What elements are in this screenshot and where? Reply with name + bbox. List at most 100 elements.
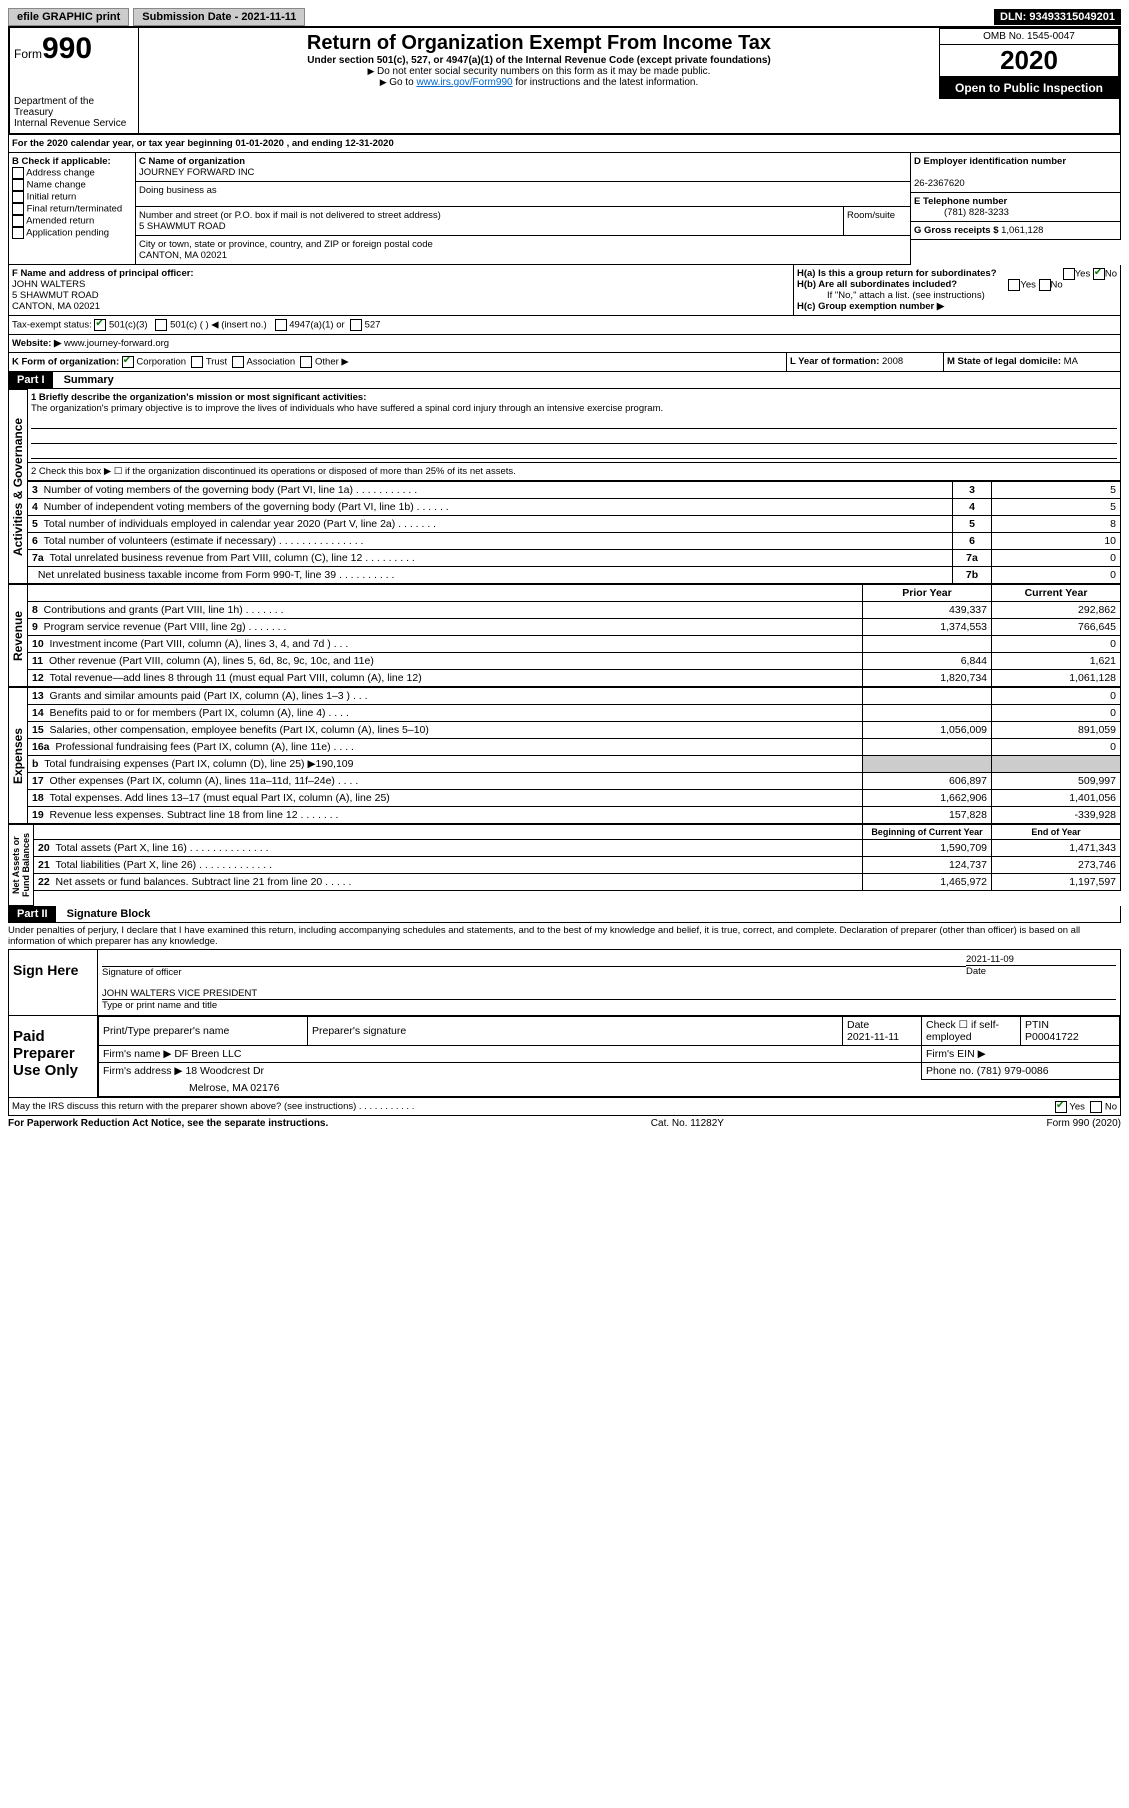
table-row: 15 Salaries, other compensation, employe… [28,722,1121,739]
officer-name: JOHN WALTERS [12,279,85,290]
efile-print-button[interactable]: efile GRAPHIC print [8,8,129,26]
line-k-label: K Form of organization: [12,357,119,368]
officer-printed-name: JOHN WALTERS VICE PRESIDENT [102,988,1116,999]
hc-label: H(c) Group exemption number ▶ [797,301,1117,312]
line-m-label: M State of legal domicile: [947,356,1064,367]
box-g-label: G Gross receipts $ [914,225,1001,236]
table-row: 16a Professional fundraising fees (Part … [28,739,1121,756]
table-row: 19 Revenue less expenses. Subtract line … [28,807,1121,824]
firm-name: DF Breen LLC [174,1048,241,1060]
sign-here-section: Sign Here Signature of officer 2021-11-0… [8,949,1121,1016]
prep-name-label: Print/Type preparer's name [99,1017,308,1046]
table-row: 20 Total assets (Part X, line 16) . . . … [34,840,1121,857]
summary-body: Activities & Governance 1 Briefly descri… [8,389,1121,584]
revenue-table: Prior YearCurrent Year 8 Contributions a… [28,584,1121,687]
ha-yes-checkbox[interactable] [1063,268,1075,280]
4947-checkbox[interactable] [275,319,287,331]
dept-treasury: Department of the Treasury Internal Reve… [14,96,134,129]
prep-date-value: 2021-11-11 [847,1031,899,1043]
addr-label: Number and street (or P.O. box if mail i… [139,210,441,221]
part1-header: Part I [9,372,53,388]
hb-no-checkbox[interactable] [1039,279,1051,291]
other-checkbox[interactable] [300,356,312,368]
form-word: Form [14,47,42,61]
table-row: 11 Other revenue (Part VIII, column (A),… [28,653,1121,670]
net-section: Net Assets or Fund Balances Beginning of… [8,824,1121,906]
ha-no-checkbox[interactable] [1093,268,1105,280]
ptin-label: PTIN [1025,1019,1049,1031]
corp-checkbox[interactable] [122,356,134,368]
goto-pre: Go to [389,77,416,88]
opt-527: 527 [365,320,381,331]
k-opt-3: Other ▶ [315,357,349,368]
preparer-table: Print/Type preparer's name Preparer's si… [98,1016,1120,1097]
k-opt-0: Corporation [136,357,186,368]
table-row: 9 Program service revenue (Part VIII, li… [28,619,1121,636]
subtitle-2: Do not enter social security numbers on … [143,66,935,77]
tax-exempt-label: Tax-exempt status: [12,320,92,331]
name-change-checkbox[interactable] [12,179,24,191]
expense-section: Expenses 13 Grants and similar amounts p… [8,687,1121,824]
submission-date-button[interactable]: Submission Date - 2021-11-11 [133,8,305,26]
top-bar: efile GRAPHIC print Submission Date - 20… [8,8,1121,26]
phone-label: Phone no. [926,1065,977,1077]
final-return-checkbox[interactable] [12,203,24,215]
addr-change-checkbox[interactable] [12,167,24,179]
discuss-yes: Yes [1069,1102,1085,1113]
row-i: Tax-exempt status: 501(c)(3) 501(c) ( ) … [8,316,1121,335]
prep-sig-label: Preparer's signature [308,1017,843,1046]
hb-yes-checkbox[interactable] [1008,279,1020,291]
expense-table: 13 Grants and similar amounts paid (Part… [28,687,1121,824]
sign-here-label: Sign Here [9,950,98,1015]
name-title-label: Type or print name and title [102,999,1116,1011]
no-2: No [1051,280,1063,291]
paid-prep-label: Paid Preparer Use Only [9,1016,98,1097]
footer-right: Form 990 (2020) [1047,1118,1121,1129]
table-row: 18 Total expenses. Add lines 13–17 (must… [28,790,1121,807]
line-2: 2 Check this box ▶ ☐ if the organization… [28,463,1121,481]
sig-date-value: 2021-11-09 [966,954,1116,965]
b-opt-1: Name change [27,180,86,191]
line-l-label: L Year of formation: [790,356,882,367]
info-grid: B Check if applicable: Address change Na… [8,153,1121,265]
row-j: Website: ▶ www.journey-forward.org [8,335,1121,353]
footer-left: For Paperwork Reduction Act Notice, see … [8,1118,328,1129]
firm-addr2: Melrose, MA 02176 [99,1080,1120,1097]
row-klm: K Form of organization: Corporation Trus… [8,353,1121,372]
part2-header: Part II [9,906,56,922]
footer-mid: Cat. No. 11282Y [651,1118,724,1129]
mission-text: The organization's primary objective is … [31,403,663,414]
527-checkbox[interactable] [350,319,362,331]
prep-date-label: Date [847,1019,869,1031]
501c-checkbox[interactable] [155,319,167,331]
amended-checkbox[interactable] [12,215,24,227]
table-row: Net unrelated business taxable income fr… [28,567,1121,584]
firm-name-label: Firm's name ▶ [103,1048,171,1060]
irs-link[interactable]: www.irs.gov/Form990 [416,77,512,88]
footer: For Paperwork Reduction Act Notice, see … [8,1116,1121,1129]
irs-discuss-text: May the IRS discuss this return with the… [12,1101,414,1112]
table-row: 6 Total number of volunteers (estimate i… [28,533,1121,550]
vlabel-net: Net Assets or Fund Balances [8,824,34,906]
form-number: 990 [42,32,92,65]
trust-checkbox[interactable] [191,356,203,368]
k-opt-1: Trust [206,357,227,368]
assoc-checkbox[interactable] [232,356,244,368]
initial-return-checkbox[interactable] [12,191,24,203]
501c3-checkbox[interactable] [94,319,106,331]
dln-label: DLN: 93493315049201 [994,9,1121,25]
app-pending-checkbox[interactable] [12,227,24,239]
city-value: CANTON, MA 02021 [139,250,227,261]
discuss-no: No [1105,1102,1117,1113]
vlabel-revenue: Revenue [8,584,28,687]
goto-post: for instructions and the latest informat… [513,77,699,88]
right-info-col: D Employer identification number 26-2367… [911,153,1121,265]
prep-phone: (781) 979-0086 [977,1065,1049,1077]
opt-501c: 501(c) ( ) ◀ (insert no.) [170,320,267,331]
discuss-no-checkbox[interactable] [1090,1101,1102,1113]
table-row: 10 Investment income (Part VIII, column … [28,636,1121,653]
discuss-yes-checkbox[interactable] [1055,1101,1067,1113]
form-title: Return of Organization Exempt From Incom… [143,32,935,55]
website-label: Website: ▶ [12,338,61,349]
paid-preparer-section: Paid Preparer Use Only Print/Type prepar… [8,1016,1121,1098]
